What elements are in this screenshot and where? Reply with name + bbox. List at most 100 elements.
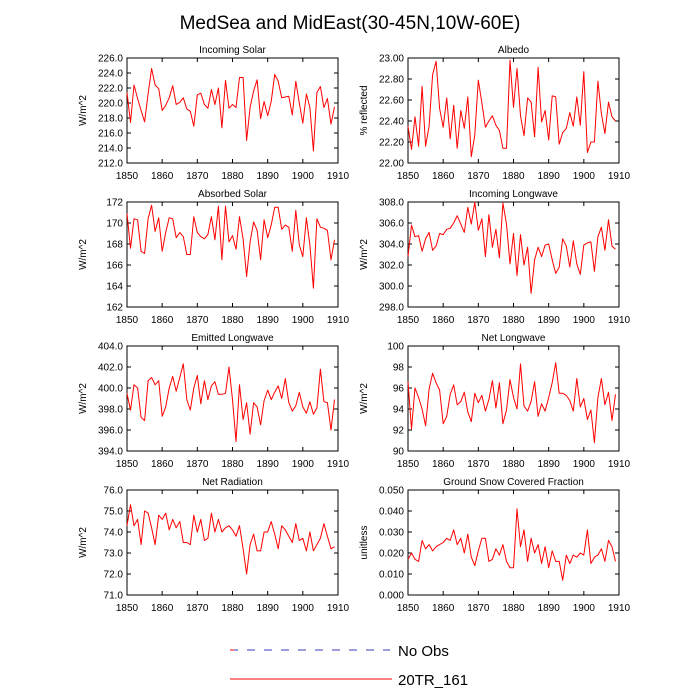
panels: Incoming Solar W/m^2 212.0 214.0 216.0 218.0 2… bbox=[78, 45, 631, 614]
x-tick-label: 1870 bbox=[467, 459, 490, 470]
x-tick-label: 1910 bbox=[608, 315, 631, 326]
y-tick-label: 90 bbox=[393, 447, 405, 458]
y-tick-label: 0.040 bbox=[379, 507, 404, 518]
x-tick-label: 1900 bbox=[292, 315, 315, 326]
y-tick-label: 72.0 bbox=[104, 570, 124, 581]
x-tick-label: 1900 bbox=[292, 603, 315, 614]
y-tick-label: 306.0 bbox=[379, 219, 404, 230]
legend: No Obs 20TR_161 bbox=[230, 643, 468, 689]
x-tick-label: 1910 bbox=[327, 459, 350, 470]
y-tick-label: 220.0 bbox=[98, 99, 123, 110]
x-tick-label: 1900 bbox=[573, 315, 596, 326]
y-axis-label: W/m^2 bbox=[359, 239, 370, 270]
panel-title: Net Radiation bbox=[202, 477, 263, 488]
series-line-20tr-161 bbox=[407, 508, 616, 581]
y-tick-label: 73.0 bbox=[104, 549, 124, 560]
x-tick-label: 1850 bbox=[116, 171, 139, 182]
y-tick-label: 0.030 bbox=[379, 528, 404, 539]
y-tick-label: 23.00 bbox=[379, 54, 404, 65]
y-tick-label: 400.0 bbox=[98, 384, 123, 395]
x-tick-label: 1850 bbox=[116, 603, 139, 614]
x-tick-label: 1910 bbox=[608, 603, 631, 614]
series-line-20tr-161 bbox=[126, 204, 335, 289]
x-tick-label: 1850 bbox=[397, 459, 420, 470]
x-tick-label: 1890 bbox=[538, 171, 561, 182]
y-tick-label: 304.0 bbox=[379, 240, 404, 251]
panel-title: Incoming Solar bbox=[199, 45, 266, 56]
figure-title: MedSea and MidEast(30-45N,10W-60E) bbox=[180, 13, 521, 34]
x-tick-label: 1850 bbox=[397, 603, 420, 614]
y-tick-label: 71.0 bbox=[104, 591, 124, 602]
x-tick-label: 1890 bbox=[538, 459, 561, 470]
panel-title: Albedo bbox=[498, 45, 530, 56]
panel-emitted-longwave: Emitted Longwave W/m^2 394.0 396.0 398.0 400.… bbox=[78, 333, 350, 470]
x-tick-label: 1900 bbox=[573, 603, 596, 614]
y-tick-label: 22.20 bbox=[379, 138, 404, 149]
plot-frame bbox=[407, 489, 620, 596]
x-tick-label: 1850 bbox=[116, 459, 139, 470]
y-axis-label: W/m^2 bbox=[78, 383, 89, 414]
x-tick-label: 1860 bbox=[151, 459, 174, 470]
plot-frame bbox=[126, 57, 339, 164]
x-tick-label: 1870 bbox=[467, 171, 490, 182]
x-tick-label: 1900 bbox=[292, 459, 315, 470]
y-axis-label: % reflected bbox=[359, 85, 370, 135]
y-tick-label: 216.0 bbox=[98, 129, 123, 140]
x-tick-label: 1910 bbox=[327, 171, 350, 182]
x-tick-label: 1900 bbox=[573, 459, 596, 470]
x-tick-label: 1880 bbox=[221, 315, 244, 326]
y-tick-label: 404.0 bbox=[98, 342, 123, 353]
y-tick-label: 0.010 bbox=[379, 570, 404, 581]
x-tick-label: 1910 bbox=[608, 171, 631, 182]
panel-albedo: Albedo % reflected 22.00 22.20 22.40 22.60 22.… bbox=[359, 45, 631, 182]
y-tick-label: 298.0 bbox=[379, 303, 404, 314]
panel-absorbed-solar: Absorbed Solar W/m^2 162 164 166 168 170 172 185… bbox=[78, 189, 350, 326]
x-tick-label: 1890 bbox=[257, 171, 280, 182]
series-line-20tr-161 bbox=[126, 68, 335, 152]
series-line-20tr-161 bbox=[126, 504, 335, 575]
series-line-20tr-161 bbox=[126, 363, 335, 443]
panel-title: Absorbed Solar bbox=[198, 189, 268, 200]
x-tick-label: 1910 bbox=[608, 459, 631, 470]
series-line-20tr-161 bbox=[407, 362, 616, 444]
x-tick-label: 1860 bbox=[151, 603, 174, 614]
x-tick-label: 1880 bbox=[502, 171, 525, 182]
y-tick-label: 398.0 bbox=[98, 405, 123, 416]
x-tick-label: 1860 bbox=[432, 171, 455, 182]
x-tick-label: 1880 bbox=[221, 459, 244, 470]
x-tick-label: 1890 bbox=[538, 315, 561, 326]
panel-title: Net Longwave bbox=[482, 333, 546, 344]
x-tick-label: 1860 bbox=[432, 603, 455, 614]
y-axis-label: W/m^2 bbox=[78, 239, 89, 270]
y-tick-label: 92 bbox=[393, 426, 405, 437]
y-tick-label: 0.000 bbox=[379, 591, 404, 602]
y-tick-label: 224.0 bbox=[98, 69, 123, 80]
y-tick-label: 75.0 bbox=[104, 507, 124, 518]
series-line-20tr-161 bbox=[407, 201, 616, 294]
y-tick-label: 0.050 bbox=[379, 486, 404, 497]
y-tick-label: 94 bbox=[393, 405, 405, 416]
y-tick-label: 22.40 bbox=[379, 117, 404, 128]
y-tick-label: 214.0 bbox=[98, 144, 123, 155]
panel-net-radiation: Net Radiation W/m^2 71.0 72.0 73.0 74.0 75.0 76… bbox=[78, 477, 350, 614]
x-tick-label: 1890 bbox=[257, 603, 280, 614]
x-tick-label: 1870 bbox=[467, 603, 490, 614]
y-tick-label: 74.0 bbox=[104, 528, 124, 539]
y-axis-label: W/m^2 bbox=[78, 527, 89, 558]
panel-title: Incoming Longwave bbox=[469, 189, 558, 200]
y-tick-label: 166 bbox=[106, 261, 123, 272]
x-tick-label: 1900 bbox=[573, 171, 596, 182]
y-tick-label: 308.0 bbox=[379, 198, 404, 209]
panel-net-longwave: Net Longwave W/m^2 90 92 94 96 98 100 1850 1860 18… bbox=[359, 333, 631, 470]
y-tick-label: 22.60 bbox=[379, 96, 404, 107]
panel-incoming-solar: Incoming Solar W/m^2 212.0 214.0 216.0 218.0 2… bbox=[78, 45, 350, 182]
series-line-20tr-161 bbox=[407, 59, 616, 158]
y-tick-label: 22.80 bbox=[379, 75, 404, 86]
x-tick-label: 1880 bbox=[502, 603, 525, 614]
plot-frame bbox=[126, 489, 339, 596]
x-tick-label: 1890 bbox=[257, 315, 280, 326]
y-tick-label: 302.0 bbox=[379, 261, 404, 272]
x-tick-label: 1870 bbox=[467, 315, 490, 326]
x-tick-label: 1890 bbox=[538, 603, 561, 614]
panel-title: Emitted Longwave bbox=[191, 333, 274, 344]
